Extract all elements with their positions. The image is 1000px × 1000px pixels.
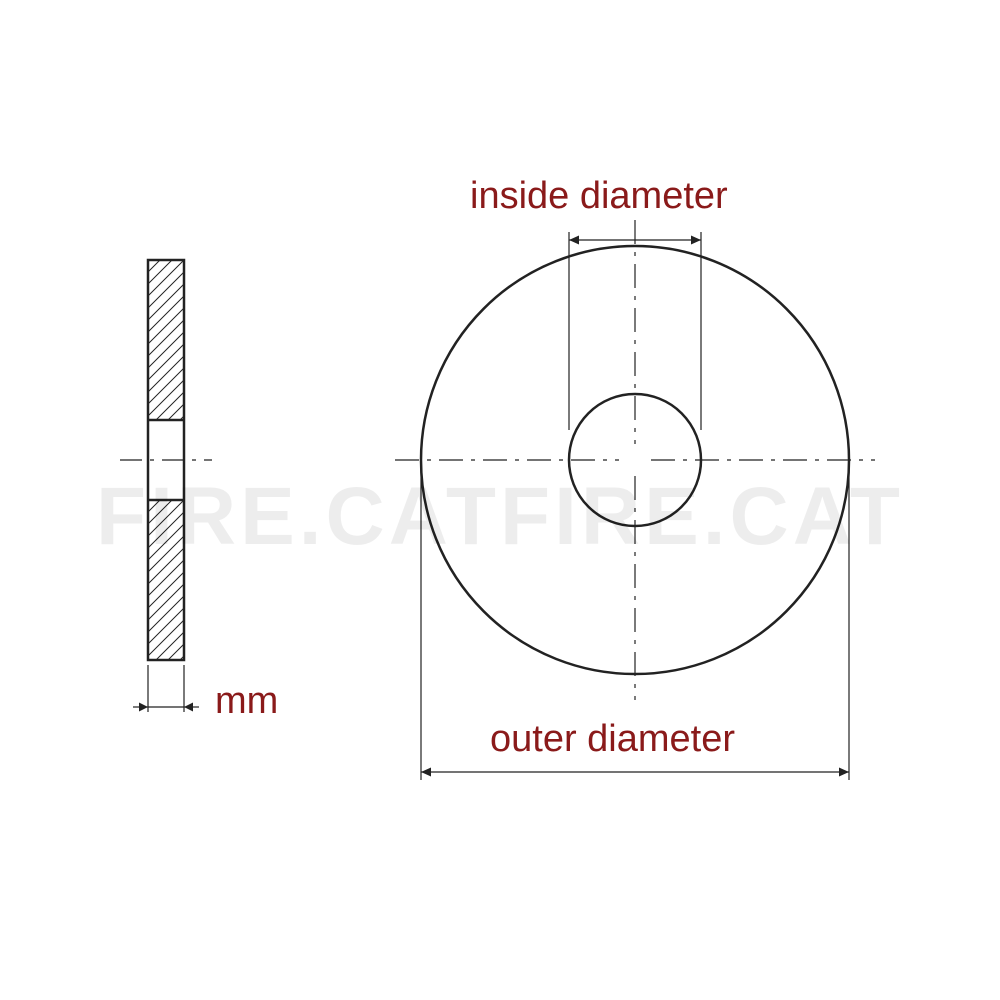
label-outer-diameter: outer diameter	[490, 718, 735, 761]
technical-drawing	[0, 0, 1000, 1000]
label-thickness-mm: mm	[215, 680, 278, 723]
label-inside-diameter: inside diameter	[470, 175, 728, 218]
